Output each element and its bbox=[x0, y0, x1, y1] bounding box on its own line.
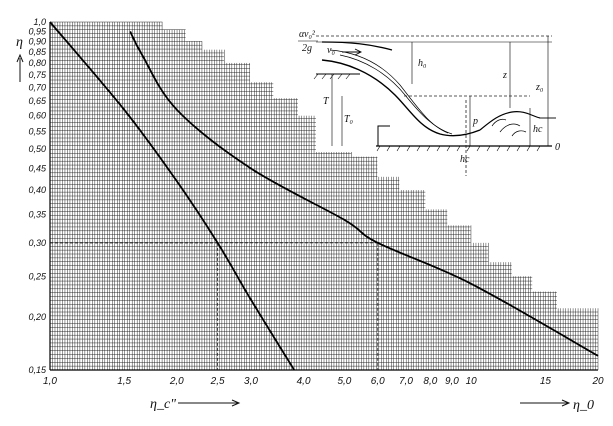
inset-label-p: p bbox=[472, 116, 478, 127]
inset-label-T0: T₀ bbox=[344, 114, 354, 125]
y-tick-label: 0,55 bbox=[28, 127, 47, 137]
y-tick-label: 0,40 bbox=[28, 185, 46, 195]
series-1-line bbox=[49, 21, 295, 371]
y-tick-label: 0,20 bbox=[28, 312, 46, 322]
y-tick-labels: 1,00,950,900,850,80 0,75 0,70 0,65 0,60 0,55 0… bbox=[28, 17, 47, 375]
y-tick-label: 0,60 bbox=[28, 111, 46, 121]
inset-label-T: T bbox=[323, 96, 330, 107]
inset-label-hc-bottom: hc bbox=[460, 154, 470, 165]
y-tick-label: 0,35 bbox=[28, 210, 47, 220]
x-tick-label: 7,0 bbox=[399, 376, 413, 387]
x-axis-left-arrow-head bbox=[231, 399, 241, 407]
grid bbox=[49, 21, 599, 371]
y-tick-label: 0,85 bbox=[28, 47, 47, 57]
y-axis-arrow-head bbox=[16, 53, 24, 63]
x-axis-label-left-text: η_c" bbox=[150, 397, 176, 412]
x-tick-label: 20 bbox=[591, 376, 604, 387]
y-tick-label: 0,25 bbox=[28, 271, 47, 281]
y-tick-label: 0,45 bbox=[28, 163, 47, 173]
reference-lines bbox=[50, 242, 379, 370]
inset-label-v0sq: v₀² bbox=[304, 29, 316, 40]
x-tick-label: 5,0 bbox=[337, 376, 351, 387]
inset-floor-hatch bbox=[376, 145, 541, 152]
inset-label-2g: 2g bbox=[302, 43, 312, 54]
inset-weir-step bbox=[377, 125, 390, 146]
inset-schematic: α v₀² 2g v₀ h₀ z z₀ T T₀ p hc hc 0 bbox=[298, 26, 560, 176]
y-tick-label: 0,70 bbox=[28, 82, 46, 92]
x-tick-label: 1,0 bbox=[43, 376, 57, 387]
x-tick-labels: 1,0 1,5 2,0 2,5 3,0 4,0 5,0 6,0 7,0 8,0 9,0 10 15 20 bbox=[43, 376, 604, 387]
series-2-line bbox=[129, 31, 599, 357]
x-axis-label-right: η_0 bbox=[520, 398, 594, 413]
x-axis-label-left: η_c" bbox=[150, 397, 241, 412]
inset-label-z0: z₀ bbox=[535, 82, 544, 93]
x-tick-label: 2,5 bbox=[210, 376, 225, 387]
inset-velocity-arrow-head bbox=[354, 48, 363, 56]
curves bbox=[49, 21, 599, 371]
x-axis-right-arrow-head bbox=[561, 399, 571, 407]
x-axis-label-right-text: η_0 bbox=[573, 398, 594, 413]
inset-label-h0: h₀ bbox=[418, 58, 427, 69]
inset-jump-surface bbox=[479, 111, 541, 131]
inset-label-hc-right: hc bbox=[533, 124, 543, 135]
inset-nappe-2 bbox=[339, 54, 453, 135]
y-tick-label: 0,50 bbox=[28, 144, 46, 154]
inset-label-alpha: α bbox=[299, 29, 305, 40]
x-tick-label: 3,0 bbox=[244, 376, 258, 387]
x-tick-label: 2,0 bbox=[169, 376, 184, 387]
y-tick-label: 0,80 bbox=[28, 58, 46, 68]
inset-label-datum: 0 bbox=[555, 142, 560, 153]
y-axis-label-text: η bbox=[16, 35, 23, 50]
x-tick-label: 1,5 bbox=[117, 376, 131, 387]
y-tick-label: 0,90 bbox=[28, 36, 46, 46]
x-tick-label: 10 bbox=[466, 376, 478, 387]
y-tick-label: 0,30 bbox=[28, 238, 46, 248]
y-tick-label: 0,15 bbox=[28, 365, 47, 375]
x-tick-label: 6,0 bbox=[371, 376, 385, 387]
inset-weir-face bbox=[321, 59, 481, 137]
x-tick-label: 4,0 bbox=[297, 376, 311, 387]
x-tick-label: 15 bbox=[540, 376, 552, 387]
x-tick-label: 9,0 bbox=[445, 376, 459, 387]
inset-label-v0: v₀ bbox=[327, 45, 335, 56]
y-tick-label: 0,65 bbox=[28, 96, 47, 106]
x-tick-label: 8,0 bbox=[423, 376, 437, 387]
inset-jump-roller bbox=[491, 118, 527, 137]
inset-label-z: z bbox=[502, 70, 507, 81]
y-tick-label: 1,0 bbox=[33, 17, 46, 27]
y-tick-label: 0,75 bbox=[28, 70, 47, 80]
y-tick-label: 0,95 bbox=[28, 26, 47, 36]
y-axis-label: η bbox=[16, 35, 24, 82]
